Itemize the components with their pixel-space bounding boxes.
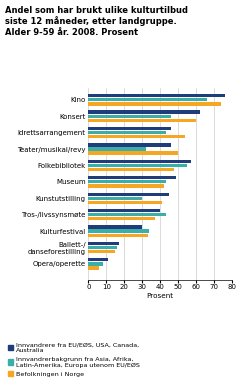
Bar	[88, 102, 221, 106]
Bar	[88, 184, 164, 188]
Bar	[88, 233, 147, 237]
Bar	[88, 258, 108, 262]
Bar	[88, 135, 185, 138]
X-axis label: Prosent: Prosent	[147, 293, 174, 299]
Bar	[88, 217, 155, 220]
Bar	[88, 94, 225, 98]
Bar	[88, 266, 99, 270]
Bar	[88, 230, 149, 233]
Bar	[88, 119, 196, 122]
Bar	[88, 262, 103, 266]
Bar	[88, 197, 142, 200]
Bar	[88, 180, 165, 184]
Bar	[88, 147, 146, 151]
Text: Andel som har brukt ulike kulturtilbud
siste 12 måneder, etter landgruppe.
Alder: Andel som har brukt ulike kulturtilbud s…	[5, 6, 188, 37]
Bar	[88, 192, 169, 196]
Bar	[88, 225, 142, 228]
Bar	[88, 131, 165, 134]
Bar	[88, 127, 171, 130]
Bar	[88, 111, 200, 114]
Bar	[88, 168, 174, 171]
Legend: Innvandrere fra EU/EØS, USA, Canada,
Australia, Innvandrerbakgrunn fra Asia, Afr: Innvandrere fra EU/EØS, USA, Canada, Aus…	[8, 343, 140, 377]
Bar	[88, 201, 162, 204]
Bar	[88, 114, 171, 118]
Bar	[88, 213, 165, 216]
Bar	[88, 98, 207, 101]
Bar	[88, 143, 171, 147]
Bar	[88, 176, 176, 179]
Bar	[88, 246, 117, 249]
Bar	[88, 209, 160, 212]
Bar	[88, 242, 119, 245]
Bar	[88, 250, 115, 253]
Bar	[88, 164, 187, 167]
Bar	[88, 152, 178, 155]
Bar	[88, 160, 190, 163]
